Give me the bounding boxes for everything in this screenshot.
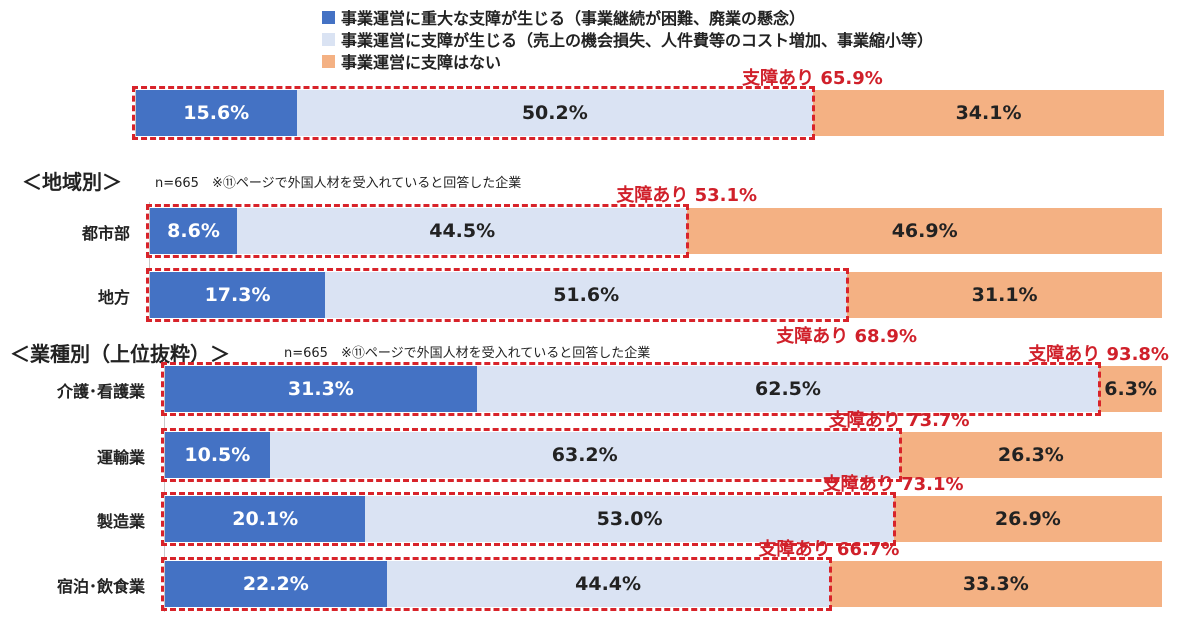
data-label: 26.3% [997,444,1064,466]
bar-row: 17.3% 51.6% 31.1% [146,268,1162,322]
data-label: 6.3% [1104,378,1157,400]
data-label: 26.9% [994,508,1061,530]
category-axis-line [135,86,136,138]
impact-annotation: 支障あり 73.7% [828,410,970,431]
data-label: 50.2% [521,102,588,124]
legend-item-none: 事業運営に支障はない [322,50,933,72]
bar-segment-none: 6.3% [1099,366,1162,412]
bar-segment-severe: 10.5% [165,432,270,478]
bar-segment-none: 46.9% [687,208,1162,254]
data-label: 53.0% [596,508,663,530]
data-label: 63.2% [551,444,618,466]
bar-segment-none: 26.9% [893,496,1162,542]
chart-legend: 事業運営に重大な支障が生じる（事業継続が困難、廃業の懸念） 事業運営に支障が生じ… [322,6,933,72]
data-label: 31.1% [971,284,1038,306]
bar-row: 22.2% 44.4% 33.3% [161,557,1162,611]
section-note-region: n=665 ※⑪ページで外国人材を受入れていると回答した企業 [155,176,522,191]
bar-segment-severe: 20.1% [165,496,366,542]
category-axis-line [149,202,150,320]
impact-annotation: 支障あり 65.9% [742,68,883,89]
bar-segment-moderate: 50.2% [296,90,814,136]
bar-segment-none: 31.1% [847,272,1162,318]
bar-row: 8.6% 44.5% 46.9% [146,204,1162,258]
bar-segment-moderate: 53.0% [365,496,894,542]
bar-segment-moderate: 44.4% [386,561,830,607]
data-label: 44.5% [429,220,496,242]
data-label: 46.9% [891,220,958,242]
bar-row: 31.3% 62.5% 6.3% [161,362,1162,416]
legend-item-severe: 事業運営に重大な支障が生じる（事業継続が困難、廃業の懸念） [322,6,933,28]
category-label: 製造業 [97,512,146,531]
legend-item-moderate: 事業運営に支障が生じる（売上の機会損失、人件費等のコスト増加、事業縮小等） [322,28,933,50]
category-label: 運輸業 [97,448,146,467]
data-label: 17.3% [204,284,271,306]
data-label: 44.4% [575,573,642,595]
impact-annotation: 支障あり 53.1% [616,185,758,206]
bar-segment-none: 26.3% [899,432,1162,478]
data-label: 33.3% [962,573,1029,595]
data-label: 10.5% [184,444,251,466]
bar-row: 20.1% 53.0% 26.9% [161,492,1162,546]
bar-segment-none: 33.3% [829,561,1162,607]
data-label: 20.1% [232,508,299,530]
section-note-industry: n=665 ※⑪ページで外国人材を受入れていると回答した企業 [284,346,651,361]
category-axis-line [164,360,165,612]
impact-annotation: 支障あり 93.8% [1028,344,1169,365]
bar-segment-moderate: 51.6% [325,272,848,318]
data-label: 62.5% [755,378,821,400]
bar-segment-severe: 17.3% [150,272,326,318]
category-label: 都市部 [82,224,131,243]
data-label: 15.6% [183,102,250,124]
data-label: 34.1% [955,102,1022,124]
bar-segment-moderate: 44.5% [237,208,688,254]
data-label: 51.6% [553,284,620,306]
data-label: 22.2% [242,573,309,595]
legend-swatch-moderate [322,32,335,46]
legend-swatch-severe [322,10,335,24]
bar-segment-moderate: 62.5% [476,366,1100,412]
bar-segment-severe: 8.6% [150,208,238,254]
bar-row: 15.6% 50.2% 34.1% [132,86,1164,140]
bar-segment-severe: 31.3% [165,366,477,412]
category-label: 地方 [98,288,131,307]
data-label: 8.6% [167,220,220,242]
category-label: 介護･看護業 [57,382,146,401]
impact-annotation: 支障あり 66.7% [758,539,900,560]
section-title-region: ＜地域別＞ [22,170,122,194]
bar-row: 10.5% 63.2% 26.3% [161,428,1162,482]
legend-label-moderate: 事業運営に支障が生じる（売上の機会損失、人件費等のコスト増加、事業縮小等） [341,31,934,50]
section-title-industry: ＜業種別（上位抜粋）＞ [10,342,230,366]
legend-swatch-none [322,54,335,68]
impact-annotation: 支障あり 73.1% [822,474,964,495]
category-label: 宿泊･飲食業 [57,577,146,596]
data-label: 31.3% [287,378,354,400]
bar-segment-severe: 22.2% [165,561,387,607]
bar-segment-severe: 15.6% [136,90,297,136]
bar-segment-none: 34.1% [813,90,1164,136]
legend-label-none: 事業運営に支障はない [341,53,502,72]
legend-label-severe: 事業運営に重大な支障が生じる（事業継続が困難、廃業の懸念） [341,9,806,28]
bar-segment-moderate: 63.2% [269,432,900,478]
impact-annotation: 支障あり 68.9% [776,326,917,347]
